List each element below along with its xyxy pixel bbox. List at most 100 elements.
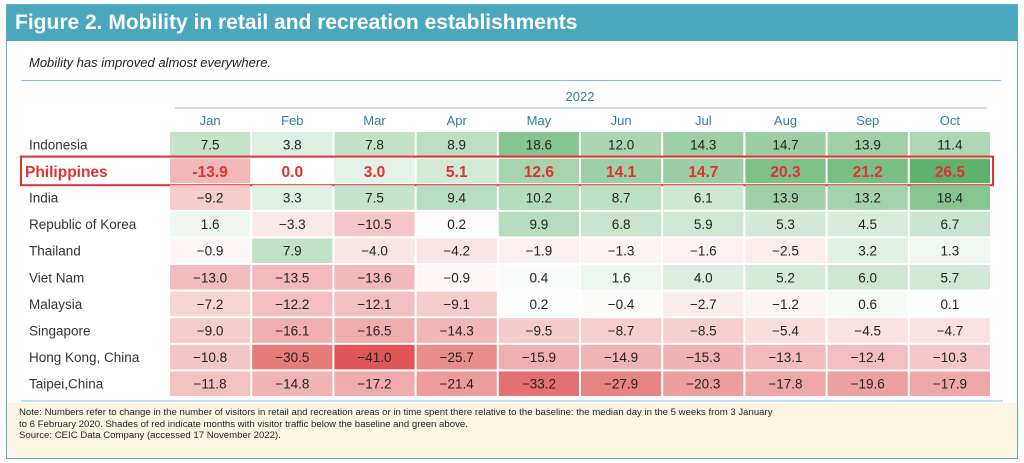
heatmap-cell <box>663 158 744 184</box>
heatmap-cell <box>252 265 333 290</box>
column-header-mar: Mar <box>363 113 386 128</box>
heatmap-cell <box>334 265 415 290</box>
heatmap-cell <box>416 318 497 343</box>
heatmap-cell <box>663 185 744 210</box>
data-label: −12.4 <box>851 350 886 365</box>
data-label: −17.9 <box>933 377 967 392</box>
data-label: 21.2 <box>853 164 883 181</box>
heatmap-cell <box>909 265 990 290</box>
heatmap-cell <box>827 211 908 237</box>
data-label: −13.0 <box>193 270 227 285</box>
data-label: 20.3 <box>770 164 801 181</box>
data-label: 3.8 <box>283 137 302 152</box>
data-label: 8.9 <box>447 137 466 152</box>
data-label: −1.6 <box>690 244 717 259</box>
data-label: −10.5 <box>357 217 391 232</box>
heatmap-cell <box>416 344 497 370</box>
data-label: 1.6 <box>612 270 631 285</box>
heatmap-cell <box>416 265 497 290</box>
heatmap-cell <box>827 344 908 370</box>
data-label: 7.5 <box>201 137 220 152</box>
heatmap-cell <box>663 371 744 396</box>
figure-title: Figure 2. Mobility in retail and recreat… <box>7 5 1017 41</box>
data-label: 0.1 <box>941 297 960 312</box>
data-label: −12.2 <box>275 297 309 312</box>
heatmap-cell <box>170 185 251 210</box>
heatmap-cell <box>581 132 662 157</box>
heatmap-cell <box>745 211 826 237</box>
data-label: 0.2 <box>447 217 466 232</box>
note-line-2: to 6 February 2020. Shades of red indica… <box>19 418 468 430</box>
data-label: 6.1 <box>694 191 713 206</box>
heatmap-table: 2022 Jan Feb Mar Apr May Jun Jul Aug Sep Oct Indone… <box>20 89 1003 402</box>
heatmap-cell <box>252 158 333 184</box>
heatmap-cell <box>827 132 908 157</box>
data-label: −15.9 <box>522 350 556 365</box>
column-header-feb: Feb <box>281 113 303 128</box>
data-label: 7.9 <box>283 244 302 259</box>
data-label: 8.7 <box>612 191 631 206</box>
data-label: −8.5 <box>690 324 717 339</box>
heatmap-cell <box>581 238 662 263</box>
data-label: 26.5 <box>935 164 966 181</box>
heatmap-cell <box>663 265 744 290</box>
data-label: 12.0 <box>608 137 634 152</box>
data-label: −4.2 <box>443 244 470 259</box>
row-label: Indonesia <box>29 137 88 152</box>
heatmap-cell <box>498 185 579 210</box>
column-header-jun: Jun <box>611 113 632 128</box>
data-label: 18.6 <box>526 137 552 152</box>
heatmap-cell <box>334 371 415 396</box>
heatmap-cell <box>416 211 497 237</box>
data-label: −27.9 <box>604 377 638 392</box>
data-label: −11.8 <box>194 377 227 392</box>
column-header-may: May <box>527 113 552 128</box>
heatmap-cell <box>170 211 251 237</box>
data-label: −2.7 <box>690 297 717 312</box>
heatmap-cell <box>498 158 579 184</box>
heatmap-cell <box>252 344 333 370</box>
column-header-aug: Aug <box>774 113 797 128</box>
data-label: 14.3 <box>690 137 716 152</box>
data-label: 1.6 <box>201 217 220 232</box>
heatmap-cell <box>581 211 662 237</box>
heatmap-cell <box>745 371 826 396</box>
data-label: −16.5 <box>357 324 391 339</box>
column-header-apr: Apr <box>447 113 468 128</box>
data-label: 14.7 <box>772 137 798 152</box>
data-label: −4.7 <box>937 324 964 339</box>
data-label: −0.4 <box>608 297 635 312</box>
heatmap-cell <box>827 371 908 396</box>
subtitle: Mobility has improved almost everywhere. <box>29 55 272 70</box>
footnote: Note: Numbers refer to change in the num… <box>19 407 999 442</box>
source-line: Source: CEIC Data Company (accessed 17 N… <box>19 430 281 441</box>
data-label: −1.3 <box>608 244 635 259</box>
data-label: 4.5 <box>858 217 877 232</box>
data-label: 14.1 <box>606 164 637 181</box>
data-label: 3.3 <box>283 191 302 206</box>
data-label: 10.2 <box>526 191 552 206</box>
data-label: 6.8 <box>612 217 631 232</box>
heatmap-cell <box>909 158 990 184</box>
data-label: 6.7 <box>941 217 960 232</box>
data-label: 14.7 <box>688 164 718 181</box>
heatmap-cell <box>170 158 251 184</box>
data-label: 0.6 <box>858 297 877 312</box>
heatmap-cell <box>252 318 333 343</box>
data-label: −30.5 <box>275 350 309 365</box>
heatmap-cell <box>663 344 744 370</box>
data-label: −16.1 <box>275 324 309 339</box>
data-label: −20.3 <box>686 377 720 392</box>
data-label: 12.6 <box>524 164 555 181</box>
heatmap-cell <box>334 318 415 343</box>
heatmap-cell <box>581 371 662 396</box>
data-label: −4.5 <box>854 324 881 339</box>
heatmap-cell <box>416 132 497 157</box>
column-header-jan: Jan <box>200 113 221 128</box>
data-label: 5.2 <box>776 270 795 285</box>
heatmap-cell <box>663 238 744 263</box>
data-label: 5.7 <box>941 270 960 285</box>
data-label: −10.3 <box>933 350 967 365</box>
row-label: Malaysia <box>29 297 83 312</box>
heatmap-cell <box>745 265 826 290</box>
